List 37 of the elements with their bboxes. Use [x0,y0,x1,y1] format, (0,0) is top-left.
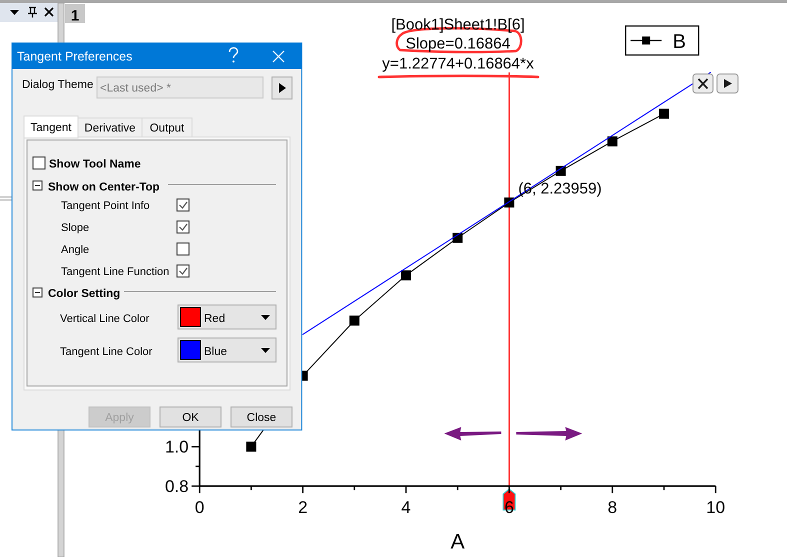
x-axis-title: A [450,530,465,554]
text: Show on Center-Top [48,182,160,194]
point [607,136,618,146]
point [452,232,463,243]
annotation: Close [246,412,276,424]
x-tick-label: 2 [298,498,308,517]
x-tick-label: 10 [706,498,726,517]
text: Tangent Line Function [61,266,170,278]
text: Vertical Line Color [60,313,150,325]
annotation: Blue [204,346,228,358]
text: OK [182,412,200,424]
x-tick-label: 4 [401,498,411,517]
text: Derivative [84,122,136,134]
text: Tangent Point Info [61,200,150,212]
text: Tangent [30,122,72,134]
text: 1 [70,8,80,24]
text: Angle [61,244,90,256]
text: Tangent Line Color [60,346,153,358]
text: Show Tool Name [49,158,141,170]
text: Tangent Preferences [17,50,132,64]
point [246,442,256,452]
point [401,270,411,280]
text: Color Setting [48,288,120,300]
point [349,316,360,326]
annotation: Red [204,313,226,325]
text: Slope [61,222,90,234]
y-tick-label: 0.8 [164,477,189,496]
y-tick-label: 1.0 [164,438,189,457]
annotation: y=1.22774+0.16864*x [382,56,534,72]
point [659,108,669,119]
text: Dialog Theme [22,79,94,91]
x-tick-label: 0 [194,498,204,517]
text: Slope=0.16864 [406,36,511,52]
legend-label: B [672,31,686,53]
text: <Last used> * [100,82,172,94]
x-tick-label: 8 [608,498,618,517]
text: Output [150,122,186,134]
